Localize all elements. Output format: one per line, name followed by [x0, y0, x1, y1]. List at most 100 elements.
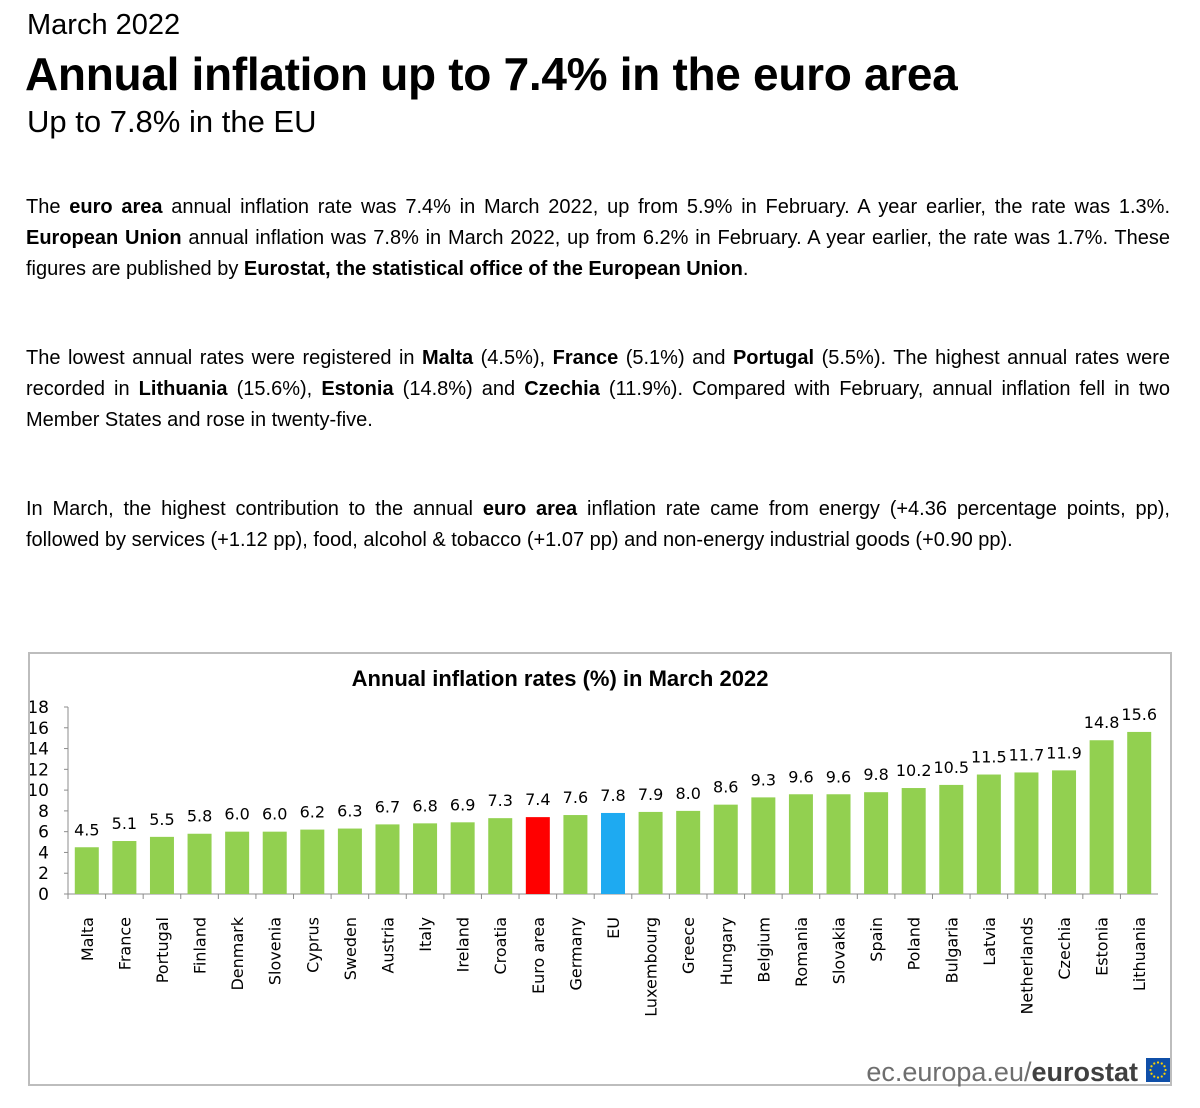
chart-title: Annual inflation rates (%) in March 2022: [352, 666, 769, 691]
body-text: (5.1%) and: [618, 347, 733, 369]
value-label: 5.8: [187, 807, 212, 826]
y-tick-label: 12: [30, 760, 49, 780]
value-label: 9.8: [863, 765, 888, 784]
bar-germany: [563, 815, 588, 894]
report-date: March 2022: [27, 9, 181, 41]
value-label: 6.0: [262, 805, 287, 824]
value-label: 8.0: [675, 784, 700, 803]
value-label: 11.9: [1046, 743, 1082, 762]
page-title: Annual inflation up to 7.4% in the euro …: [25, 48, 958, 100]
category-label: Luxembourg: [642, 917, 661, 1017]
category-label: Netherlands: [1017, 917, 1036, 1015]
bar-denmark: [225, 831, 250, 894]
bar-euro-area: [525, 817, 550, 894]
body-text: The lowest annual rates were registered …: [26, 347, 423, 369]
value-label: 10.5: [933, 758, 969, 777]
branding-brand: eurostat: [1031, 1057, 1138, 1087]
value-label: 6.2: [300, 803, 325, 822]
chart-frame: Annual inflation rates (%) in March 2022…: [28, 652, 1172, 1086]
category-label: Hungary: [717, 917, 736, 985]
emphasis-text: Malta: [422, 347, 474, 369]
body-text: (5.5%). The highest annual rates were re…: [26, 347, 1171, 400]
bar-belgium: [751, 797, 776, 894]
category-label: Italy: [416, 917, 435, 952]
category-label: Slovenia: [266, 917, 285, 985]
body-text: (4.5%),: [473, 347, 553, 369]
bar-slovakia: [826, 794, 851, 894]
value-label: 7.4: [525, 790, 550, 809]
y-tick-label: 4: [38, 843, 49, 863]
body-text: (14.8%) and: [393, 378, 525, 400]
y-tick-label: 16: [30, 719, 49, 739]
body-text: (15.6%),: [227, 378, 322, 400]
body-text: The: [26, 196, 70, 218]
value-label: 9.6: [788, 767, 813, 786]
y-tick-label: 8: [38, 802, 49, 822]
category-label: EU: [604, 917, 623, 939]
category-label: Greece: [679, 917, 698, 974]
value-label: 15.6: [1121, 705, 1157, 724]
category-label: Denmark: [228, 916, 247, 990]
bar-bulgaria: [939, 784, 964, 894]
emphasis-text: Estonia: [321, 378, 394, 400]
y-tick-label: 14: [30, 740, 49, 760]
value-label: 9.3: [751, 770, 776, 789]
category-label: Finland: [191, 917, 210, 974]
value-label: 6.3: [337, 802, 362, 821]
category-label: Euro area: [529, 917, 548, 994]
category-label: Lithuania: [1130, 917, 1149, 991]
body-text: inflation rate came from energy (+4.36 p…: [26, 498, 1170, 551]
value-label: 14.8: [1084, 713, 1120, 732]
category-label: Bulgaria: [942, 917, 961, 983]
emphasis-text: France: [552, 347, 619, 369]
eu-flag-icon: [1146, 1058, 1170, 1082]
bar-austria: [375, 824, 400, 894]
category-label: Poland: [905, 917, 924, 970]
branding-site: ec.europa.eu/: [866, 1057, 1032, 1087]
category-label: Ireland: [454, 917, 473, 972]
value-label: 6.0: [224, 805, 249, 824]
category-label: Slovakia: [830, 917, 849, 984]
category-label: Cyprus: [303, 917, 322, 973]
bar-sweden: [337, 828, 362, 894]
bar-estonia: [1089, 740, 1114, 894]
bar-ireland: [450, 822, 475, 894]
category-label: France: [115, 917, 134, 970]
bar-latvia: [976, 774, 1001, 894]
value-label: 5.5: [149, 810, 174, 829]
body-text: In March, the highest contribution to th…: [26, 498, 483, 520]
paragraph-contributions: In March, the highest contribution to th…: [26, 494, 1170, 556]
bar-netherlands: [1014, 772, 1039, 894]
category-label: Germany: [566, 917, 585, 991]
value-label: 11.5: [971, 748, 1007, 767]
emphasis-text: euro area: [69, 196, 163, 218]
emphasis-text: Czechia: [524, 378, 600, 400]
value-label: 4.5: [74, 820, 99, 839]
value-label: 7.9: [638, 785, 663, 804]
value-label: 6.8: [412, 796, 437, 815]
category-label: Czechia: [1055, 917, 1074, 980]
body-text: .: [742, 258, 749, 280]
bar-poland: [901, 788, 926, 894]
eurostat-branding[interactable]: ec.europa.eu/eurostat: [866, 1057, 1138, 1087]
value-label: 7.6: [563, 788, 588, 807]
emphasis-text: Portugal: [732, 347, 815, 369]
bar-eu: [601, 812, 625, 894]
category-label: Spain: [867, 917, 886, 962]
y-tick-label: 18: [30, 698, 49, 718]
paragraph-member-states: The lowest annual rates were registered …: [26, 343, 1170, 436]
emphasis-text: Eurostat, the statistical office of the …: [243, 258, 743, 280]
bar-greece: [676, 810, 701, 894]
y-tick-label: 2: [38, 864, 49, 884]
category-label: Sweden: [341, 917, 360, 980]
bar-italy: [413, 823, 438, 894]
emphasis-text: European Union: [26, 227, 182, 249]
body-text: annual inflation rate was 7.4% in March …: [162, 196, 1171, 218]
value-label: 10.2: [896, 761, 932, 780]
category-label: Austria: [378, 917, 397, 974]
bar-france: [112, 841, 137, 894]
category-label: Romania: [792, 917, 811, 987]
y-tick-label: 6: [38, 823, 49, 843]
category-label: Croatia: [491, 917, 510, 975]
value-label: 5.1: [112, 814, 137, 833]
